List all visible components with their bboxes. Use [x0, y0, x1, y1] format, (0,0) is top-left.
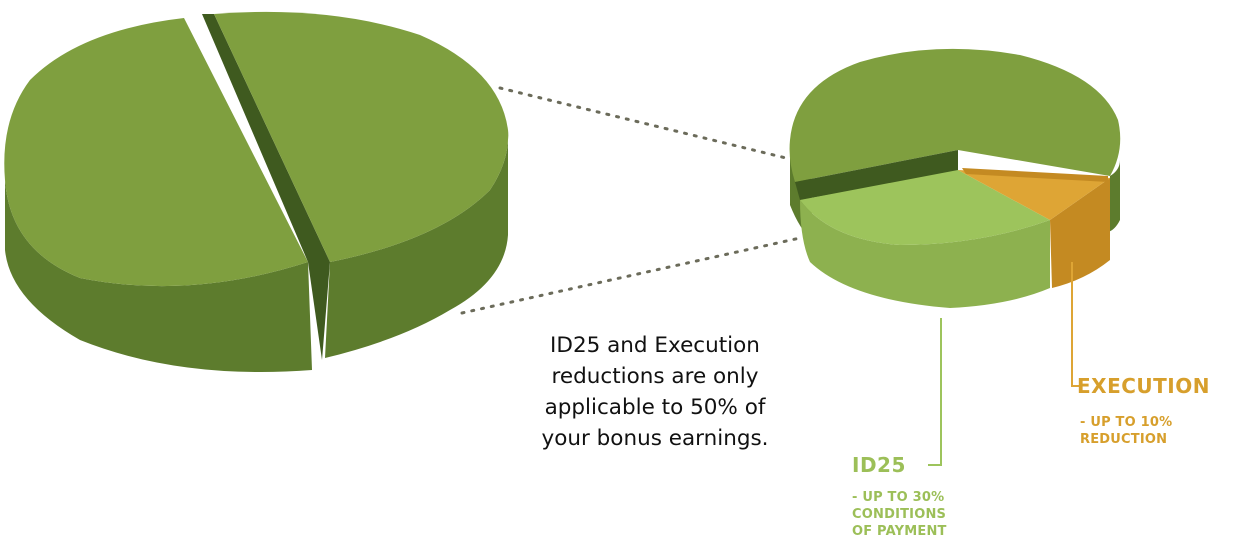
id25-label-title: ID25: [852, 453, 906, 477]
big-pie-left-side: [5, 180, 312, 372]
id25-label-line-3: OF PAYMENT: [852, 524, 947, 539]
big-pie-chart: [4, 11, 509, 372]
id25-label-description: - UP TO 30% CONDITIONS OF PAYMENT: [852, 489, 947, 540]
id25-label-line-1: - UP TO 30%: [852, 490, 945, 505]
execution-label-title: EXECUTION: [1077, 374, 1210, 398]
small-pie-main-top: [789, 48, 1121, 183]
big-pie-right-top: [214, 11, 509, 262]
small-pie-main-side-right: [1108, 160, 1120, 232]
small-pie-chart: [789, 48, 1121, 308]
execution-leader-line: [1071, 262, 1082, 387]
big-pie-left-half: [4, 18, 312, 372]
caption-line-4: your bonus earnings.: [541, 426, 769, 451]
execution-label-line-1: - UP TO 10%: [1080, 415, 1173, 430]
small-pie-id25-top: [800, 170, 1050, 245]
leader-lines: [928, 262, 1082, 466]
small-pie-id25-side: [800, 200, 1050, 308]
connector-line-bottom: [460, 236, 802, 315]
big-pie-right-half: [214, 11, 509, 358]
big-pie-left-top: [4, 18, 309, 287]
small-pie-execution-edge: [962, 168, 1108, 182]
caption-line-1: ID25 and Execution: [550, 333, 760, 358]
explanation-caption: ID25 and Execution reductions are only a…: [505, 330, 805, 454]
small-pie-execution-side: [1050, 178, 1110, 288]
big-pie-right-side: [325, 130, 509, 358]
caption-line-3: applicable to 50% of: [544, 395, 766, 420]
connector-lines: [460, 86, 802, 315]
execution-label-line-2: REDUCTION: [1080, 432, 1168, 447]
id25-label-line-2: CONDITIONS: [852, 507, 947, 522]
small-pie-main-inner-wall: [795, 150, 958, 200]
caption-line-2: reductions are only: [551, 364, 759, 389]
connector-line-top: [498, 86, 788, 160]
id25-leader-line: [928, 318, 942, 466]
small-pie-execution-top: [958, 170, 1110, 220]
big-pie-gap-wall: [202, 14, 330, 360]
execution-label-description: - UP TO 10% REDUCTION: [1080, 414, 1172, 448]
